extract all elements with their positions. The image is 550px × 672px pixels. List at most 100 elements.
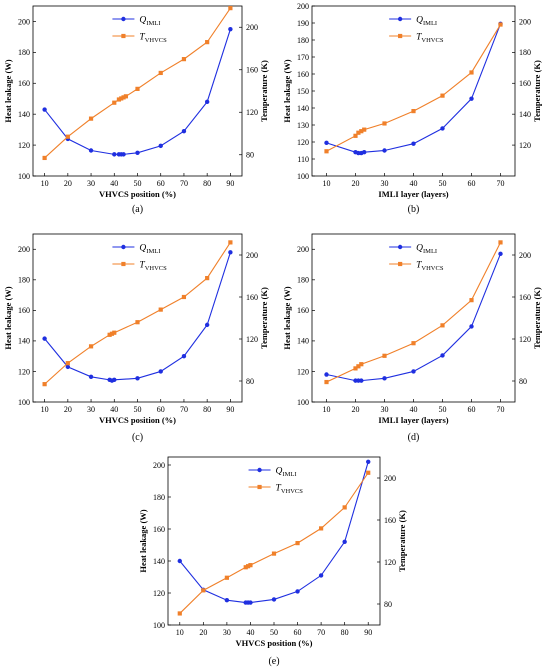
- data-point-t-vhvcs: [271, 551, 277, 556]
- y2-tick-label: 120: [519, 141, 531, 150]
- legend-label-q-imli: QIMLI: [139, 244, 160, 256]
- x-tick-label: 70: [497, 179, 505, 188]
- y2-tick-label: 80: [246, 151, 254, 160]
- panel-label: (b): [408, 204, 420, 215]
- data-point-q-imli: [382, 376, 387, 381]
- y-tick-label: 120: [18, 367, 30, 376]
- series-line-q-imli: [179, 461, 369, 604]
- series-line-q-imli: [326, 253, 502, 382]
- panel-label: (d): [408, 432, 420, 443]
- legend-q-main: Q: [276, 467, 283, 477]
- y2-tick-label: 80: [246, 377, 254, 386]
- data-point-t-vhvcs: [382, 353, 387, 358]
- x-tick-label: 90: [226, 179, 234, 188]
- y-tick-label: 200: [153, 461, 165, 470]
- y-tick-label: 180: [297, 276, 309, 285]
- x-tick-label: 30: [87, 179, 95, 188]
- y-tick-label: 200: [297, 2, 309, 11]
- data-point-t-vhvcs: [359, 129, 364, 134]
- y-tick-label: 100: [297, 398, 309, 407]
- data-point-t-vhvcs: [65, 361, 70, 366]
- y2-axis-title: Temperature (K): [532, 60, 542, 122]
- legend-t-main: T: [139, 261, 145, 271]
- legend-t-sub: VHVCS: [145, 37, 167, 44]
- x-tick-label: 90: [364, 628, 372, 637]
- data-point-q-imli: [135, 150, 140, 156]
- data-point-t-vhvcs: [353, 133, 358, 138]
- data-point-t-vhvcs: [362, 127, 367, 132]
- x-tick-label: 60: [468, 405, 476, 414]
- data-point-q-imli: [411, 141, 416, 146]
- data-point-q-imli: [112, 377, 117, 383]
- y-tick-label: 150: [297, 87, 309, 96]
- legend-marker-t-vhvcs: [398, 33, 403, 39]
- x-tick-label: 50: [439, 405, 447, 414]
- legend-q-sub: IMLI: [423, 248, 437, 255]
- data-point-q-imli: [88, 374, 94, 379]
- data-point-t-vhvcs: [135, 86, 140, 91]
- data-point-t-vhvcs: [440, 323, 445, 328]
- y-tick-label: 140: [297, 104, 309, 113]
- y2-axis-title: Temperature (K): [259, 60, 269, 122]
- data-point-t-vhvcs: [228, 6, 233, 11]
- y2-axis-title: Temperature (K): [532, 287, 542, 349]
- data-point-t-vhvcs: [158, 70, 163, 76]
- y-tick-label: 200: [18, 17, 30, 26]
- x-tick-label: 50: [439, 179, 447, 188]
- y2-tick-label: 180: [519, 48, 531, 57]
- data-point-q-imli: [228, 250, 233, 255]
- legend-label-q-imli: QIMLI: [276, 467, 297, 479]
- data-point-t-vhvcs: [248, 563, 253, 568]
- legend-t-sub: VHVCS: [421, 265, 443, 272]
- data-point-t-vhvcs: [201, 588, 206, 593]
- data-point-t-vhvcs: [440, 93, 445, 98]
- panel-label: (c): [132, 432, 143, 443]
- data-point-t-vhvcs: [228, 240, 233, 245]
- x-tick-label: 60: [157, 179, 165, 188]
- data-point-q-imli: [158, 143, 163, 149]
- data-point-t-vhvcs: [498, 22, 503, 27]
- y-tick-label: 130: [297, 121, 309, 130]
- series-line-t-vhvcs: [326, 24, 501, 152]
- data-point-t-vhvcs: [88, 344, 94, 349]
- data-point-t-vhvcs: [224, 575, 229, 580]
- data-point-q-imli: [271, 597, 277, 602]
- data-point-t-vhvcs: [119, 96, 124, 101]
- y-axis-title: Heat leakage (W): [282, 286, 292, 349]
- chart-panel-e: 10 20 30 40 50 60 70 80 90 100 120 140 160 180 200 80 12…: [138, 456, 407, 667]
- y2-tick-label: 120: [246, 335, 258, 344]
- x-tick-label: 30: [381, 405, 389, 414]
- data-point-t-vhvcs: [411, 341, 416, 346]
- y-tick-label: 160: [18, 79, 30, 88]
- data-point-q-imli: [121, 152, 126, 157]
- legend-q-main: Q: [139, 16, 146, 26]
- data-point-t-vhvcs: [498, 240, 503, 245]
- legend-t-main: T: [416, 261, 422, 271]
- y-tick-label: 160: [297, 306, 309, 315]
- legend-label-q-imli: QIMLI: [416, 16, 437, 28]
- y2-tick-label: 160: [384, 516, 396, 525]
- y2-tick-label: 160: [519, 293, 531, 302]
- chart-panel-a: 10 20 30 40 50 60 70 80 90 100 120 140 160 180 200 80 12…: [3, 5, 269, 215]
- y-tick-label: 120: [153, 589, 165, 598]
- y-axis-title: Heat leakage (W): [3, 59, 13, 122]
- data-point-q-imli: [177, 558, 182, 564]
- x-axis-title: IMLI layer (layers): [378, 415, 448, 425]
- legend-label-t-vhvcs: TVHVCS: [416, 261, 444, 273]
- x-tick-label: 40: [410, 179, 418, 188]
- y-tick-label: 200: [18, 245, 30, 254]
- y2-tick-label: 160: [246, 293, 258, 302]
- legend-label-t-vhvcs: TVHVCS: [139, 33, 167, 45]
- y2-tick-label: 120: [246, 108, 258, 117]
- legend-q-sub: IMLI: [282, 471, 296, 478]
- data-point-q-imli: [382, 148, 387, 153]
- x-tick-label: 70: [497, 405, 505, 414]
- y-tick-label: 140: [18, 337, 30, 346]
- y2-tick-label: 80: [519, 377, 527, 386]
- plot-frame: [311, 233, 516, 403]
- data-point-q-imli: [362, 150, 367, 155]
- data-point-t-vhvcs: [42, 155, 47, 161]
- data-point-t-vhvcs: [353, 366, 358, 371]
- series-line-q-imli: [326, 23, 502, 154]
